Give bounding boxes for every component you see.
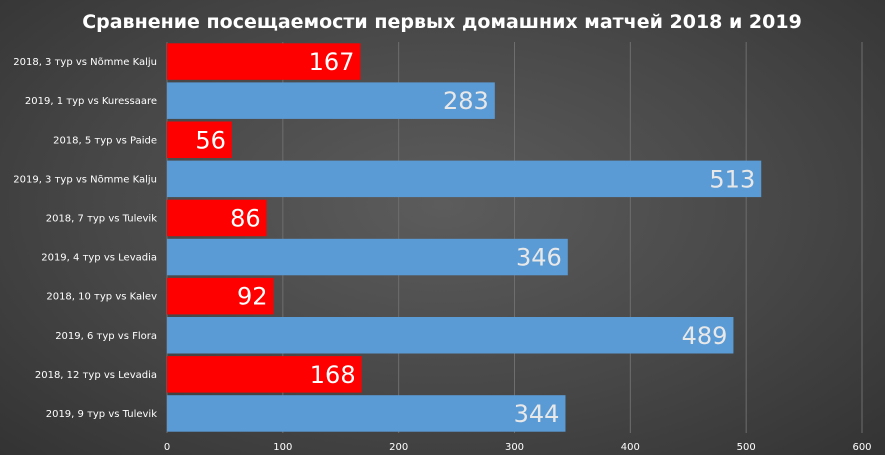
- category-label-3: 2019, 3 тур vs Nõmme Kalju: [13, 174, 157, 185]
- category-label-8: 2018, 12 тур vs Levadia: [35, 370, 157, 381]
- bar-9: [167, 395, 566, 432]
- bars: 167 283 56 513 86 346 92 489 168 344: [167, 43, 762, 432]
- data-label-9: 344: [514, 400, 560, 428]
- bar-0: [167, 43, 361, 80]
- bar-6: [167, 277, 274, 315]
- bar-3: [167, 160, 762, 198]
- tick-label-400: 400: [621, 442, 640, 453]
- bar-1: [167, 82, 495, 119]
- bar-2: [167, 121, 232, 158]
- data-label-8: 168: [310, 361, 356, 389]
- data-label-0: 167: [309, 48, 355, 76]
- category-label-1: 2019, 1 тур vs Kuressaare: [25, 96, 157, 107]
- data-label-1: 283: [443, 87, 489, 115]
- category-label-5: 2019, 4 тур vs Levadia: [41, 253, 157, 264]
- bar-8: [167, 356, 362, 393]
- chart-title: Сравнение посещаемости первых домашних м…: [82, 11, 802, 33]
- x-axis-ticks: 0 100 200 300 400 500 600: [164, 442, 872, 453]
- tick-label-200: 200: [389, 442, 408, 453]
- data-label-4: 86: [230, 204, 261, 232]
- tick-label-0: 0: [164, 442, 170, 453]
- data-label-3: 513: [709, 165, 755, 193]
- data-label-5: 346: [516, 244, 562, 272]
- category-label-7: 2019, 6 тур vs Flora: [55, 331, 157, 342]
- tick-label-500: 500: [737, 442, 756, 453]
- data-label-2: 56: [195, 126, 226, 154]
- category-label-2: 2018, 5 тур vs Paide: [53, 135, 157, 146]
- tick-label-600: 600: [852, 442, 871, 453]
- category-label-9: 2019, 9 тур vs Tulevik: [46, 409, 157, 420]
- category-label-6: 2018, 10 тур vs Kalev: [46, 292, 157, 303]
- data-label-7: 489: [682, 322, 728, 350]
- bar-4: [167, 199, 267, 237]
- tick-label-300: 300: [505, 442, 524, 453]
- category-label-4: 2018, 7 тур vs Tulevik: [46, 213, 157, 224]
- category-label-0: 2018, 3 тур vs Nõmme Kalju: [13, 57, 157, 68]
- tick-label-100: 100: [273, 442, 292, 453]
- bar-7: [167, 317, 734, 354]
- data-label-6: 92: [237, 283, 268, 311]
- bar-5: [167, 238, 568, 276]
- category-labels: 2018, 3 тур vs Nõmme Kalju 2019, 1 тур vs…: [13, 57, 157, 420]
